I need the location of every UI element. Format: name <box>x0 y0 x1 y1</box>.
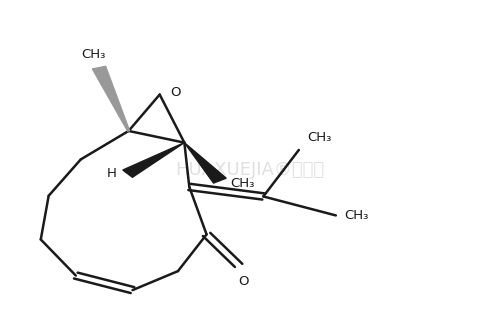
Polygon shape <box>184 143 226 183</box>
Text: CH₃: CH₃ <box>231 177 255 190</box>
Text: CH₃: CH₃ <box>345 209 369 222</box>
Text: O: O <box>171 86 181 99</box>
Text: CH₃: CH₃ <box>308 131 332 144</box>
Text: HUAXUEJIA®化学加: HUAXUEJIA®化学加 <box>175 162 324 179</box>
Polygon shape <box>92 66 130 131</box>
Polygon shape <box>123 143 184 177</box>
Text: O: O <box>239 275 249 288</box>
Text: H: H <box>107 167 117 180</box>
Text: CH₃: CH₃ <box>81 48 105 61</box>
